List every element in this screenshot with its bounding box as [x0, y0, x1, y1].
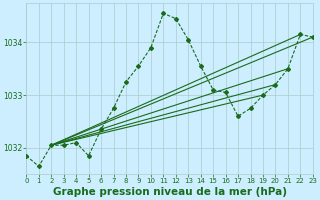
X-axis label: Graphe pression niveau de la mer (hPa): Graphe pression niveau de la mer (hPa)	[52, 187, 286, 197]
